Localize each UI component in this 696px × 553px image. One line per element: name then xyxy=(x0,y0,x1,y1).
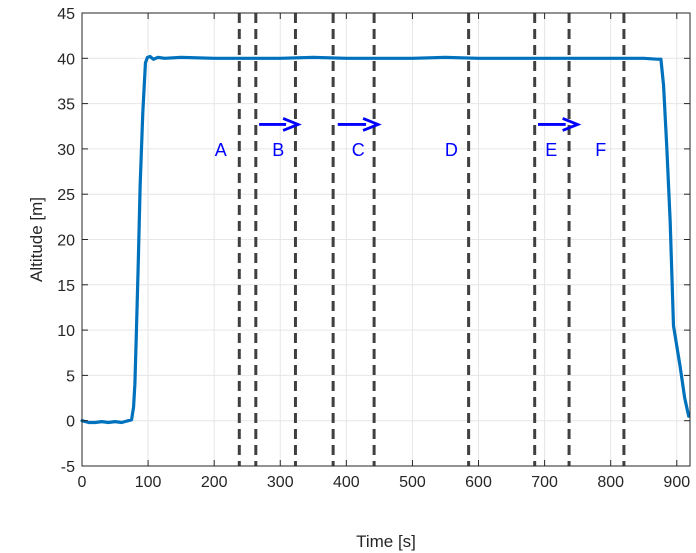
phase-annotations: A B C D E F xyxy=(215,117,606,160)
phase-arrow-head xyxy=(362,117,382,132)
phase-label: A xyxy=(215,140,227,160)
phase-label: D xyxy=(445,140,458,160)
grid-lines xyxy=(81,12,690,467)
y-axis-label: Altitude [m] xyxy=(27,197,46,282)
phase-label: C xyxy=(352,140,365,160)
x-tick-label: 0 xyxy=(78,474,87,491)
phase-label: B xyxy=(272,140,284,160)
y-tick-label: 35 xyxy=(57,97,75,114)
y-tick-label: 40 xyxy=(57,51,75,68)
y-tick-label: 15 xyxy=(57,278,75,295)
y-tick-label: 0 xyxy=(66,414,75,431)
x-tick-label: 500 xyxy=(399,474,426,491)
phase-arrow-head xyxy=(282,117,302,132)
x-tick-label: 100 xyxy=(135,474,162,491)
y-tick-label: 30 xyxy=(57,142,75,159)
x-tick-label: 300 xyxy=(267,474,294,491)
y-tick-label: 20 xyxy=(57,233,75,250)
phase-label: F xyxy=(595,140,606,160)
altitude-series-line xyxy=(80,54,691,425)
series-layer xyxy=(80,54,691,425)
x-axis-label: Time [s] xyxy=(356,532,416,551)
x-tick-label: 800 xyxy=(597,474,624,491)
x-tick-label: 700 xyxy=(531,474,558,491)
x-tick-label: 400 xyxy=(333,474,360,491)
axis-ticks: 0 100 200 300 400 500 600 700 800 900-50510152025… xyxy=(57,6,690,491)
x-tick-label: 200 xyxy=(201,474,228,491)
y-tick-label: 45 xyxy=(57,6,75,23)
y-tick-label: 5 xyxy=(66,368,75,385)
y-tick-label: 10 xyxy=(57,323,75,340)
y-tick-label: -5 xyxy=(61,459,75,476)
x-tick-label: 600 xyxy=(465,474,492,491)
x-tick-label: 900 xyxy=(663,474,690,491)
y-tick-label: 25 xyxy=(57,187,75,204)
phase-label: E xyxy=(545,140,557,160)
phase-arrow-head xyxy=(562,117,582,132)
phase-divider-lines xyxy=(237,13,626,466)
